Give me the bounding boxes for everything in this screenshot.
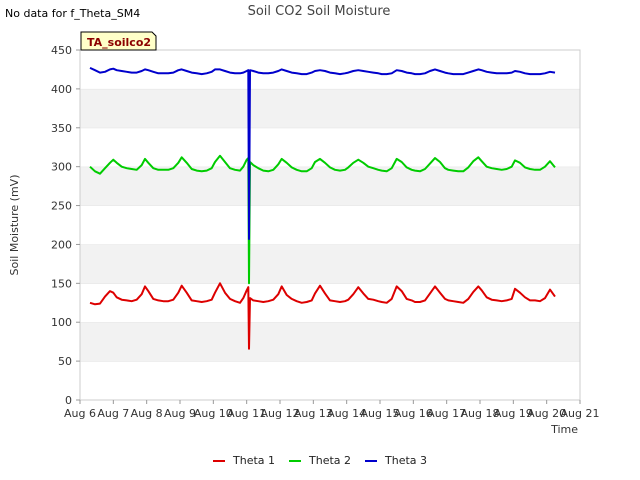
x-tick-label: Aug 8 <box>131 407 163 420</box>
x-tick-label: Aug 17 <box>427 407 466 420</box>
x-tick-label: Aug 21 <box>561 407 600 420</box>
x-tick-label: Aug 19 <box>494 407 533 420</box>
grid-band <box>80 361 580 400</box>
y-tick-label: 200 <box>51 238 72 251</box>
grid-band <box>80 50 580 89</box>
x-tick-label: Aug 7 <box>97 407 129 420</box>
legend-label: Theta 3 <box>384 454 427 467</box>
grid-band <box>80 244 580 284</box>
grid-band <box>80 322 580 362</box>
legend: Theta 1 Theta 2 Theta 3 <box>213 454 427 467</box>
y-tick-label: 350 <box>51 122 72 135</box>
y-tick-label: 50 <box>58 355 72 368</box>
grid-band <box>80 166 580 206</box>
legend-label: Theta 1 <box>232 454 275 467</box>
x-tick-label: Aug 18 <box>461 407 500 420</box>
series-line-theta-1 <box>89 282 556 350</box>
y-tick-label: 100 <box>51 316 72 329</box>
legend-label: Theta 2 <box>308 454 351 467</box>
grid-bands <box>80 49 580 400</box>
y-tick-label: 250 <box>51 200 72 213</box>
x-tick-label: Aug 14 <box>327 407 366 420</box>
x-tick-label: Aug 6 <box>64 407 96 420</box>
x-tick-label: Aug 10 <box>194 407 233 420</box>
y-tick-label: 150 <box>51 277 72 290</box>
x-tick-label: Aug 16 <box>394 407 433 420</box>
grid-band <box>80 127 580 167</box>
series-line-theta-2 <box>89 154 556 285</box>
no-data-note: No data for f_Theta_SM4 <box>5 7 141 20</box>
site-badge-label: TA_soilco2 <box>87 36 151 49</box>
y-tick-label: 0 <box>65 394 72 407</box>
y-tick-label: 450 <box>51 44 72 57</box>
grid-band <box>80 88 580 128</box>
y-axis-label: Soil Moisture (mV) <box>8 175 21 276</box>
x-axis-label: Time <box>550 423 578 436</box>
plot-border <box>79 49 581 401</box>
x-tick-label: Aug 15 <box>361 407 400 420</box>
x-tick-label: Aug 20 <box>527 407 566 420</box>
y-axis: 0 50 100 150 200 250 300 350 400 450 <box>51 44 80 407</box>
site-badge: TA_soilco2 <box>80 31 157 51</box>
grid-band <box>80 205 580 245</box>
y-tick-label: 400 <box>51 83 72 96</box>
x-tick-label: Aug 9 <box>164 407 196 420</box>
chart-title: Soil CO2 Soil Moisture <box>248 4 391 19</box>
y-tick-label: 300 <box>51 161 72 174</box>
x-tick-label: Aug 11 <box>227 407 266 420</box>
series-line-theta-3 <box>89 66 556 240</box>
x-tick-label: Aug 13 <box>294 407 333 420</box>
grid-band <box>80 283 580 323</box>
x-tick-label: Aug 12 <box>261 407 300 420</box>
series-layer <box>89 66 556 350</box>
